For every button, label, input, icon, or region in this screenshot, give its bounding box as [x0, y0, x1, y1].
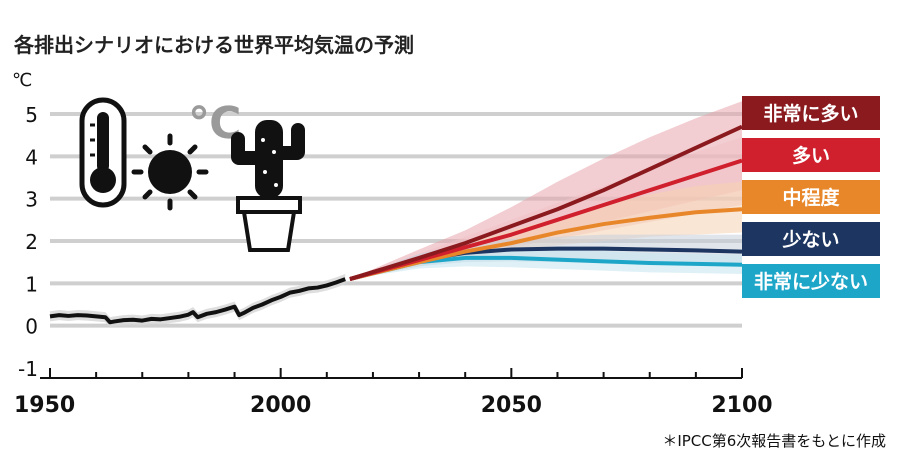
y-tick-label: 2	[25, 230, 38, 254]
x-tick-label: 1950	[14, 393, 75, 418]
legend-swatch	[742, 264, 880, 298]
scenario-line	[349, 255, 743, 282]
legend-label: 非常に多い	[763, 102, 858, 125]
x-tick-label: 2100	[711, 393, 772, 418]
y-tick-labels: 5 4 3 2 1 0 -1	[18, 103, 38, 381]
y-tick-label: 4	[25, 145, 38, 169]
legend-swatch	[742, 138, 880, 172]
legend-item: 中程度	[742, 180, 880, 214]
y-tick-label: -1	[18, 357, 38, 381]
scenario-line	[349, 207, 743, 282]
legend-item: 非常に多い	[742, 96, 880, 130]
legend-item: 少ない	[742, 222, 880, 256]
y-tick-label: 1	[25, 272, 38, 296]
uncertainty-bands	[349, 101, 742, 280]
sun-icon	[131, 133, 209, 211]
x-axis: 1950 2000 2050 2100	[14, 368, 773, 418]
legend-swatch	[742, 222, 880, 256]
scenario-line	[349, 124, 743, 282]
thermometer-icon	[79, 97, 127, 208]
legend-label: 少ない	[781, 229, 839, 251]
y-tick-label: 0	[25, 315, 38, 339]
legend-item: 多い	[742, 138, 880, 172]
y-tick-label: 5	[25, 103, 38, 127]
x-tick-label: 2000	[250, 393, 311, 418]
legend-item: 非常に少ない	[742, 264, 880, 298]
scenario-line	[349, 158, 743, 282]
legend-label: 非常に少ない	[754, 270, 868, 293]
y-tick-label: 3	[25, 188, 38, 212]
source-note: ＊IPCC第6次報告書をもとに作成	[662, 432, 886, 450]
x-tick-label: 2050	[481, 393, 542, 418]
legend-label: 多い	[792, 144, 830, 167]
legend-label: 中程度	[782, 186, 840, 209]
chart-title: 各排出シナリオにおける世界平均気温の予測	[13, 33, 414, 57]
legend-swatch	[742, 96, 880, 130]
historical-series	[49, 274, 346, 328]
historical-line	[49, 277, 346, 325]
cactus-icon	[231, 120, 305, 252]
uncertainty-band	[349, 101, 742, 280]
y-axis-unit: ℃	[12, 70, 32, 91]
scenario-lines	[349, 124, 743, 282]
legend-swatch	[742, 180, 880, 214]
